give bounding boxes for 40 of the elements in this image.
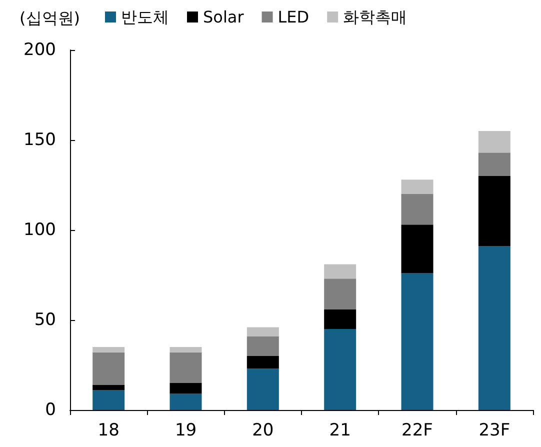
x-tick-label: 23F — [478, 420, 510, 440]
bar — [401, 180, 434, 194]
bar — [478, 176, 510, 246]
bar — [401, 194, 434, 225]
y-axis-title: (십억원) — [20, 8, 80, 28]
bar — [92, 347, 125, 352]
y-tick-label: 100 — [24, 220, 56, 240]
bar — [478, 246, 510, 410]
bar — [478, 131, 510, 153]
y-tick-label: 150 — [24, 130, 56, 150]
legend-label: LED — [278, 8, 310, 26]
bar — [324, 309, 356, 329]
bar — [246, 327, 279, 336]
legend-label: 반도체 — [121, 8, 169, 26]
x-tick-label: 20 — [252, 420, 274, 440]
bar — [170, 394, 202, 410]
legend-label: Solar — [203, 8, 244, 26]
y-tick-label: 200 — [24, 40, 56, 60]
bar — [170, 383, 202, 394]
x-tick-label: 22F — [402, 420, 433, 440]
y-tick-label: 50 — [34, 310, 56, 330]
y-tick-label: 0 — [45, 400, 56, 420]
bar — [246, 356, 279, 369]
bar — [92, 352, 125, 385]
bar — [246, 368, 279, 410]
bar — [170, 347, 202, 352]
x-tick-label: 21 — [329, 420, 351, 440]
bar — [324, 278, 356, 310]
bar — [324, 329, 356, 410]
bar — [324, 264, 356, 279]
legend-label: 화학촉매 — [343, 8, 408, 26]
bar — [92, 384, 125, 390]
x-tick-label: 18 — [98, 420, 120, 440]
bar — [92, 390, 125, 410]
bar — [170, 352, 202, 383]
bar — [246, 336, 279, 356]
bar — [401, 273, 434, 410]
bar — [401, 224, 434, 274]
bar — [478, 152, 510, 176]
x-tick-label: 19 — [174, 420, 197, 440]
